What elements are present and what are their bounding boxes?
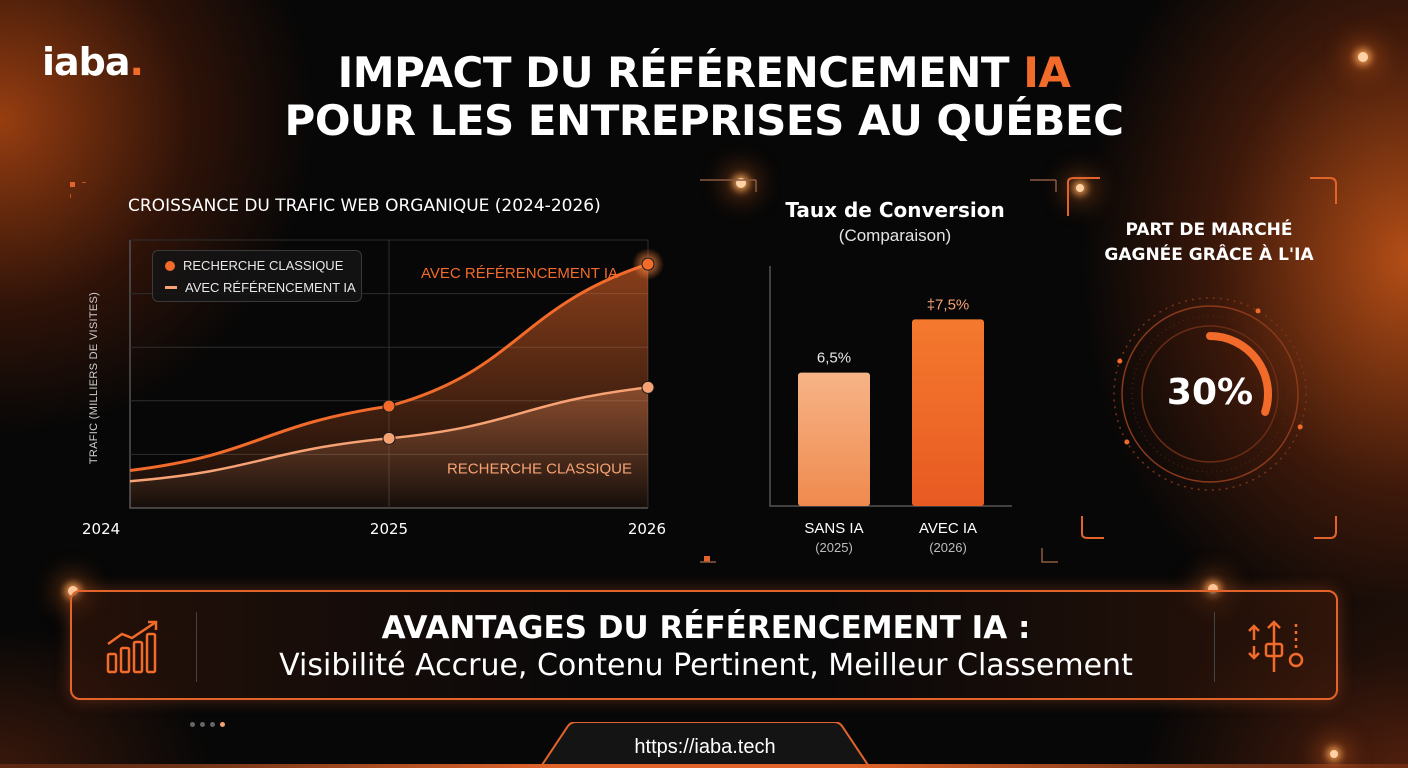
bar-category-label: AVEC IA bbox=[919, 520, 977, 537]
bar bbox=[912, 319, 984, 506]
gauge-ring bbox=[1131, 315, 1289, 473]
sparkle bbox=[1208, 584, 1218, 594]
bar-value-label: ‡7,5% bbox=[927, 296, 970, 313]
corner-bracket bbox=[700, 556, 716, 563]
legend-item-classique: RECHERCHE CLASSIQUE bbox=[165, 258, 343, 273]
gauge-ring bbox=[1121, 305, 1299, 483]
share-panel-frame bbox=[1067, 177, 1337, 539]
data-point bbox=[382, 431, 396, 445]
pagination-dot[interactable] bbox=[220, 722, 225, 727]
legend-label: RECHERCHE CLASSIQUE bbox=[183, 258, 344, 273]
page-title-line2: POUR LES ENTREPRISES AU QUÉBEC bbox=[284, 96, 1124, 145]
corner-bracket bbox=[1030, 179, 1057, 192]
gauge-ring bbox=[1141, 325, 1279, 463]
x-tick-label: 2026 bbox=[628, 520, 666, 538]
sparkle bbox=[1358, 52, 1368, 62]
pagination-dot[interactable] bbox=[200, 722, 205, 727]
bar bbox=[798, 372, 870, 506]
divider bbox=[196, 612, 197, 682]
line-chart-title: CROISSANCE DU TRAFIC WEB ORGANIQUE (2024… bbox=[128, 196, 601, 216]
gauge-ring bbox=[1113, 297, 1307, 491]
title-highlight: IA bbox=[1023, 48, 1071, 97]
bottom-accent-line bbox=[0, 764, 1408, 768]
bar-category-sublabel: (2025) bbox=[815, 540, 853, 555]
bar-chart-title: Taux de Conversion bbox=[785, 198, 1005, 222]
line-chart-legend: RECHERCHE CLASSIQUE AVEC RÉFÉRENCEMENT I… bbox=[152, 250, 362, 302]
gauge-title: PART DE MARCHÉ GAGNÉE GRÂCE À L'IA bbox=[1086, 218, 1332, 268]
sparkle bbox=[1330, 750, 1338, 758]
corner-bracket bbox=[700, 179, 757, 192]
gauge-node bbox=[1117, 358, 1123, 364]
series-annotation: AVEC RÉFÉRENCEMENT IA bbox=[421, 265, 618, 282]
x-tick-label: 2024 bbox=[82, 520, 120, 538]
website-link[interactable]: https://iaba.tech bbox=[634, 736, 776, 758]
growth-chart-icon bbox=[106, 620, 158, 674]
market-share-gauge bbox=[1113, 297, 1307, 491]
gauge-value: 30% bbox=[1166, 372, 1254, 413]
bar-category-label: SANS IA bbox=[804, 520, 863, 537]
sparkle bbox=[1076, 184, 1084, 192]
advantages-subtitle: Visibilité Accrue, Contenu Pertinent, Me… bbox=[279, 648, 1133, 683]
corner-bracket bbox=[70, 182, 86, 198]
legend-label: AVEC RÉFÉRENCEMENT IA bbox=[185, 280, 356, 295]
brand-logo[interactable]: iaba. bbox=[42, 40, 144, 84]
pagination-dot[interactable] bbox=[210, 722, 215, 727]
bar-category-sublabel: (2026) bbox=[929, 540, 967, 555]
logo-text: iaba bbox=[42, 40, 131, 84]
legend-marker-line bbox=[165, 286, 177, 289]
gauge-node bbox=[1297, 424, 1303, 430]
legend-item-ia: AVEC RÉFÉRENCEMENT IA bbox=[165, 280, 356, 295]
gauge-title-line1: PART DE MARCHÉ bbox=[1125, 220, 1293, 240]
pagination-dot[interactable] bbox=[190, 722, 195, 727]
url-tab bbox=[540, 722, 870, 768]
bar-chart: 6,5% SANS IA (2025) ‡7,5% AVEC IA (2026) bbox=[769, 266, 1012, 555]
gauge-title-line2: GAGNÉE GRÂCE À L'IA bbox=[1104, 245, 1314, 265]
bar-value-label: 6,5% bbox=[817, 350, 851, 367]
series-annotation: RECHERCHE CLASSIQUE bbox=[447, 460, 632, 477]
ranking-adjust-icon bbox=[1248, 620, 1304, 672]
line-chart: 2024 2025 2026 AVEC RÉFÉRENCEMENT IARECHER… bbox=[82, 239, 666, 538]
divider bbox=[1214, 612, 1215, 682]
gauge-node bbox=[1124, 439, 1130, 445]
logo-dot: . bbox=[129, 40, 144, 84]
gauge-value-arc bbox=[1206, 332, 1272, 416]
data-point bbox=[382, 399, 396, 413]
data-point bbox=[641, 257, 655, 271]
title-main: IMPACT DU RÉFÉRENCEMENT bbox=[337, 48, 1010, 97]
x-tick-label: 2025 bbox=[370, 520, 408, 538]
sparkle bbox=[736, 178, 746, 188]
gauge-node bbox=[1255, 308, 1261, 314]
pagination-dots[interactable] bbox=[190, 722, 225, 727]
bar-chart-subtitle: (Comparaison) bbox=[838, 226, 952, 245]
data-point bbox=[641, 380, 655, 394]
advantages-banner: AVANTAGES DU RÉFÉRENCEMENT IA : Visibili… bbox=[70, 590, 1338, 700]
series-area bbox=[130, 264, 648, 508]
corner-bracket bbox=[1041, 548, 1058, 563]
legend-marker-dot bbox=[165, 260, 175, 271]
advantages-title: AVANTAGES DU RÉFÉRENCEMENT IA : bbox=[381, 610, 1031, 646]
page-title-line1: IMPACT DU RÉFÉRENCEMENT IA bbox=[0, 44, 1408, 102]
